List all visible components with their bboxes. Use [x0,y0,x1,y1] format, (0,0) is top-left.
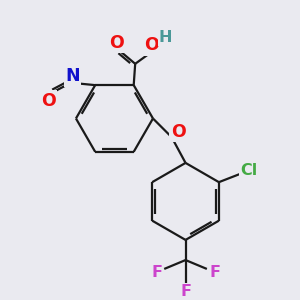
Text: O: O [109,34,124,52]
Text: F: F [209,265,220,280]
Text: F: F [151,265,162,280]
Text: O: O [144,36,159,54]
Text: O: O [171,123,185,141]
Text: F: F [180,284,191,299]
Text: H: H [159,30,172,45]
Text: N: N [65,67,80,85]
Text: O: O [41,92,56,110]
Text: Cl: Cl [241,163,258,178]
